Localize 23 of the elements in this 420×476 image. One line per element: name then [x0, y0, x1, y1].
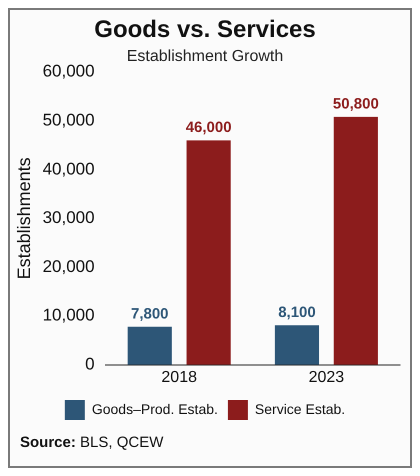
chart-title: Goods vs. Services: [94, 16, 316, 44]
bar: [334, 116, 378, 365]
legend-label: Goods–Prod. Estab.: [92, 400, 218, 417]
y-tick-label: 60,000: [42, 62, 95, 81]
x-tick-label: 2018: [161, 368, 198, 386]
bar: [128, 326, 172, 365]
legend-label: Service Estab.: [254, 400, 346, 417]
y-tick-label: 20,000: [42, 256, 95, 276]
x-tick-label: 2023: [308, 368, 344, 386]
chart-subtitle: Establishment Growth: [126, 48, 284, 65]
data-label: 7,800: [130, 305, 169, 322]
data-label: 8,100: [278, 304, 316, 321]
y-axis-title: Establishments: [14, 157, 34, 280]
data-label: 46,000: [186, 118, 232, 136]
y-tick-label: 0: [85, 354, 95, 374]
source-note: Source: BLS, QCEW: [19, 433, 164, 453]
y-tick-label: 50,000: [42, 110, 95, 130]
bar: [186, 140, 231, 365]
data-label: 50,800: [332, 96, 379, 113]
y-tick-label: 30,000: [42, 208, 95, 228]
y-tick-label: 10,000: [42, 306, 95, 325]
bar: [274, 325, 320, 365]
y-tick-label: 40,000: [42, 159, 95, 178]
